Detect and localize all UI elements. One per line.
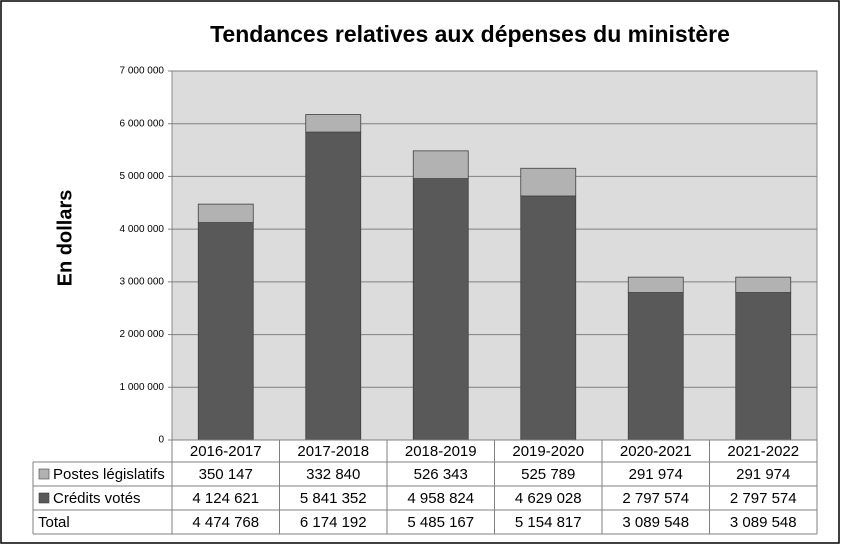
table-cell: 291 974	[629, 466, 683, 483]
x-tick-label: 2016-2017	[190, 443, 262, 460]
x-tick-label: 2021-2022	[727, 443, 799, 460]
plot-area	[171, 70, 818, 441]
bar-segment	[305, 131, 362, 441]
bar-segment	[627, 292, 684, 441]
bar-segment	[520, 195, 577, 441]
x-tick-label: 2017-2018	[297, 443, 369, 460]
bar-segment	[305, 114, 362, 133]
y-axis-label: En dollars	[54, 190, 76, 287]
y-tick-label: 7 000 000	[120, 66, 165, 77]
chart-title: Tendances relatives aux dépenses du mini…	[210, 21, 730, 47]
legend-label: Crédits votés	[53, 490, 141, 507]
table-cell: 5 841 352	[300, 490, 367, 507]
table-cell: 4 958 824	[407, 490, 474, 507]
x-tick-label: 2018-2019	[405, 443, 477, 460]
table-cell: 5 154 817	[515, 514, 582, 531]
table-cell: 525 789	[521, 466, 575, 483]
table-cell: 3 089 548	[622, 514, 689, 531]
y-tick-label: 6 000 000	[120, 118, 165, 129]
table-cell: 350 147	[199, 466, 253, 483]
table-cell: 2 797 574	[622, 490, 689, 507]
bar-segment	[735, 276, 792, 293]
table-cell: 6 174 192	[300, 514, 367, 531]
legend-key	[38, 468, 50, 480]
x-tick-label: 2019-2020	[512, 443, 584, 460]
table-cell: 5 485 167	[407, 514, 474, 531]
bar-segment	[197, 203, 254, 223]
bar-segment	[520, 167, 577, 197]
table-cell: 332 840	[306, 466, 360, 483]
y-tick-label: 4 000 000	[120, 224, 165, 235]
bar-segment	[412, 150, 469, 179]
table-cell: 4 629 028	[515, 490, 582, 507]
y-tick-label: 2 000 000	[120, 329, 165, 340]
table-cell: 4 474 768	[192, 514, 259, 531]
y-tick-label: 0	[158, 435, 164, 446]
x-tick-label: 2020-2021	[620, 443, 692, 460]
bar-segment	[627, 276, 684, 293]
bar-segment	[197, 222, 254, 441]
table-cell: 526 343	[414, 466, 468, 483]
table-cell: 3 089 548	[730, 514, 797, 531]
legend-label: Postes législatifs	[53, 466, 165, 483]
bar-segment	[735, 292, 792, 441]
y-tick-label: 5 000 000	[120, 171, 165, 182]
legend-key	[38, 492, 50, 504]
table-cell: 2 797 574	[730, 490, 797, 507]
table-row-label: Total	[38, 514, 70, 531]
table-cell: 291 974	[736, 466, 790, 483]
table-cell: 4 124 621	[192, 490, 259, 507]
y-tick-label: 1 000 000	[120, 382, 165, 393]
bar-segment	[412, 178, 469, 441]
y-tick-label: 3 000 000	[120, 276, 165, 287]
